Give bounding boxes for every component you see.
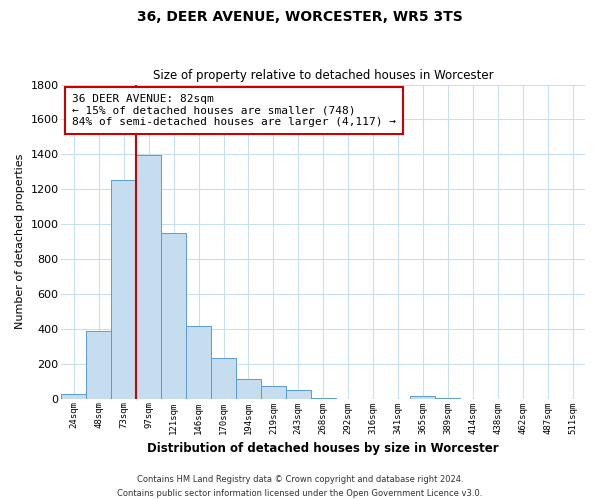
Bar xyxy=(112,180,136,398)
Bar xyxy=(86,330,112,398)
Bar xyxy=(186,326,211,398)
Bar xyxy=(161,233,186,398)
Title: Size of property relative to detached houses in Worcester: Size of property relative to detached ho… xyxy=(153,69,494,82)
Bar xyxy=(236,380,261,398)
Bar xyxy=(286,390,311,398)
Bar xyxy=(261,386,286,398)
Bar xyxy=(136,155,161,398)
Y-axis label: Number of detached properties: Number of detached properties xyxy=(15,154,25,330)
Bar xyxy=(211,358,236,399)
X-axis label: Distribution of detached houses by size in Worcester: Distribution of detached houses by size … xyxy=(148,442,499,455)
Bar xyxy=(410,396,436,398)
Bar xyxy=(61,394,86,398)
Text: 36, DEER AVENUE, WORCESTER, WR5 3TS: 36, DEER AVENUE, WORCESTER, WR5 3TS xyxy=(137,10,463,24)
Text: Contains HM Land Registry data © Crown copyright and database right 2024.
Contai: Contains HM Land Registry data © Crown c… xyxy=(118,476,482,498)
Text: 36 DEER AVENUE: 82sqm
← 15% of detached houses are smaller (748)
84% of semi-det: 36 DEER AVENUE: 82sqm ← 15% of detached … xyxy=(72,94,396,127)
